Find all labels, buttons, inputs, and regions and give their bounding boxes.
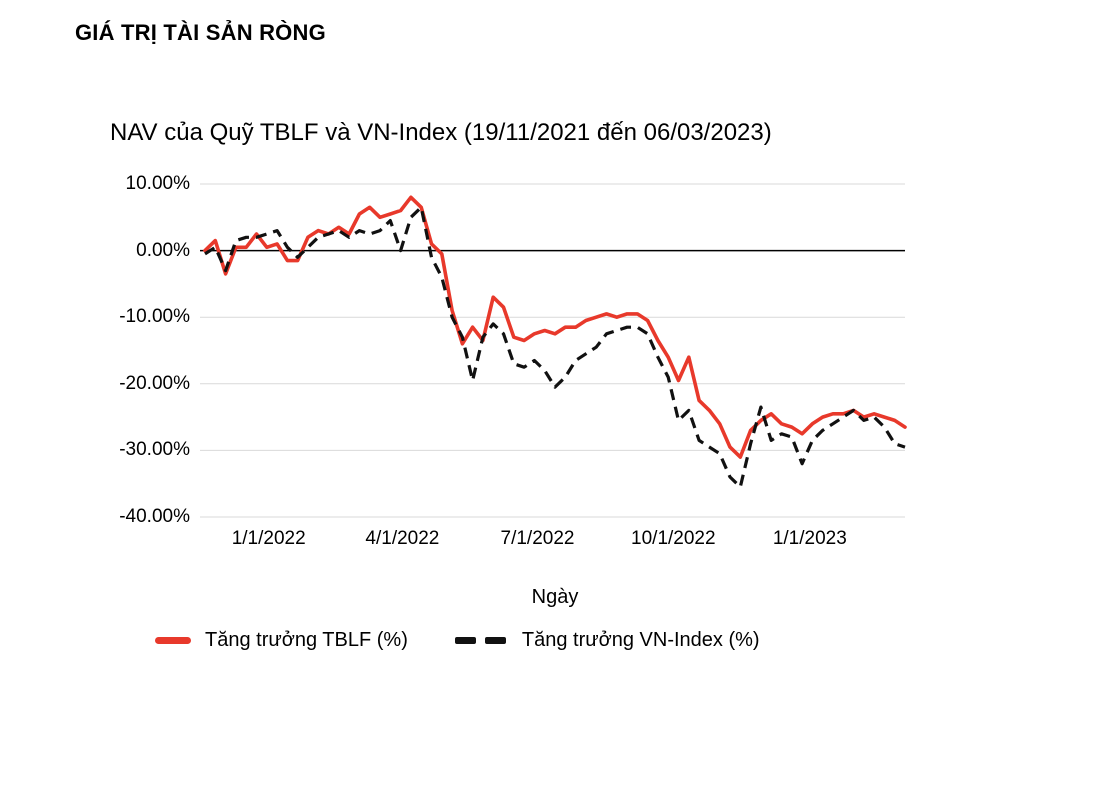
legend: Tăng trưởng TBLF (%) Tăng trưởng VN-Inde… [155,629,760,652]
legend-swatch-tblf [155,637,191,644]
y-tick-label: 0.00% [136,239,190,261]
x-tick-label: 10/1/2022 [631,528,716,549]
series-line-tblf [203,195,907,459]
x-axis-title: Ngày [531,586,579,608]
y-tick-label: 10.00% [125,173,190,194]
legend-swatch-vnindex [454,637,506,644]
y-tick-label: -30.00% [119,439,190,461]
nav-line-chart [200,183,907,518]
page-heading: GIÁ TRỊ TÀI SẢN RÒNG [75,20,326,45]
dash-icon [484,637,506,644]
legend-label-tblf: Tăng trưởng TBLF (%) [205,629,408,651]
dash-icon [454,637,476,644]
chart-title: NAV của Quỹ TBLF và VN-Index (19/11/2021… [110,119,772,146]
y-tick-label: -10.00% [119,306,190,328]
x-tick-label: 4/1/2022 [365,528,440,549]
series-line-vnindex [204,205,906,489]
x-tick-label: 1/1/2022 [231,528,306,549]
y-tick-label: -40.00% [119,506,190,527]
legend-label-vnindex: Tăng trưởng VN-Index (%) [521,629,760,651]
y-tick-label: -20.00% [119,372,190,394]
x-tick-label: 1/1/2023 [772,528,847,549]
x-tick-label: 7/1/2022 [500,528,575,549]
